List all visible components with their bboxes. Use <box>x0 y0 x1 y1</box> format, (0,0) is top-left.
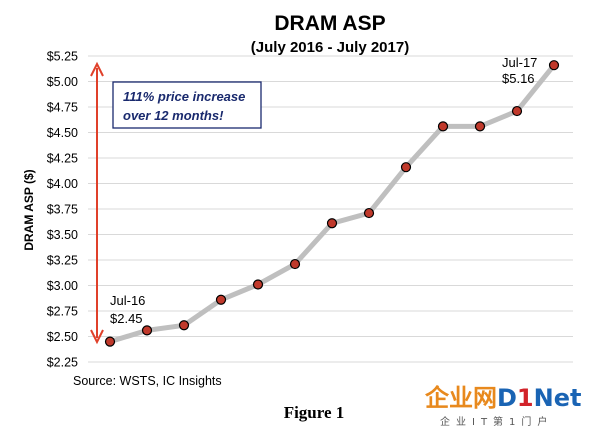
data-point <box>548 60 560 71</box>
data-point <box>215 294 227 305</box>
y-tick-label: $5.00 <box>47 75 78 89</box>
y-tick-label: $3.50 <box>47 228 78 242</box>
annotation-line-2: over 12 months! <box>123 108 224 123</box>
data-point <box>104 336 116 347</box>
start-label-date: Jul-16 <box>110 293 145 308</box>
svg-text:企业网D1Net: 企业网D1Net <box>425 384 581 412</box>
start-label-value: $2.45 <box>110 311 143 326</box>
y-tick-label: $4.75 <box>47 101 78 115</box>
chart-subtitle: (July 2016 - July 2017) <box>251 39 409 56</box>
data-point <box>363 207 375 219</box>
y-tick-label: $4.50 <box>47 126 78 140</box>
y-tick-label: $3.75 <box>47 203 78 217</box>
watermark-brand-d: D <box>497 384 517 412</box>
figure-caption: Figure 1 <box>284 403 345 422</box>
y-tick-label: $2.25 <box>47 356 78 370</box>
end-label-date: Jul-17 <box>502 55 537 70</box>
y-tick-label: $3.00 <box>47 279 78 293</box>
data-point <box>252 279 264 290</box>
y-tick-label: $3.25 <box>47 254 78 268</box>
data-point <box>400 162 412 173</box>
annotation-line-1: 111% price increase <box>123 89 245 104</box>
watermark-logo: 企业网D1Net 企业IT第1门户 <box>425 384 581 428</box>
data-point <box>178 320 190 331</box>
chart-title: DRAM ASP <box>274 12 385 35</box>
data-point <box>141 325 153 336</box>
watermark-brand-1: 1 <box>517 384 534 412</box>
price-increase-arrow <box>90 61 104 345</box>
watermark-brand-main: 企业网 <box>425 384 497 412</box>
data-point <box>511 105 523 117</box>
y-tick-label: $4.25 <box>47 152 78 166</box>
watermark-tagline: 企业IT第1门户 <box>440 415 553 428</box>
y-tick-label: $5.25 <box>47 50 78 64</box>
data-point <box>326 218 338 229</box>
watermark-brand-net: Net <box>534 384 582 412</box>
data-point <box>289 258 301 270</box>
source-note: Source: WSTS, IC Insights <box>73 374 222 388</box>
data-point <box>474 121 486 132</box>
annotation-box: 111% price increase over 12 months! <box>112 81 262 129</box>
y-tick-label: $4.00 <box>47 177 78 191</box>
data-point <box>437 121 449 132</box>
end-label-value: $5.16 <box>502 71 535 86</box>
y-tick-labels: $2.25 $2.50 $2.75 $3.00 $3.25 $3.50 $3.75 $4.00… <box>47 50 78 370</box>
y-tick-label: $2.75 <box>47 305 78 319</box>
y-axis-label: DRAM ASP ($) <box>22 169 36 250</box>
y-tick-label: $2.50 <box>47 330 78 344</box>
data-markers <box>104 60 560 347</box>
